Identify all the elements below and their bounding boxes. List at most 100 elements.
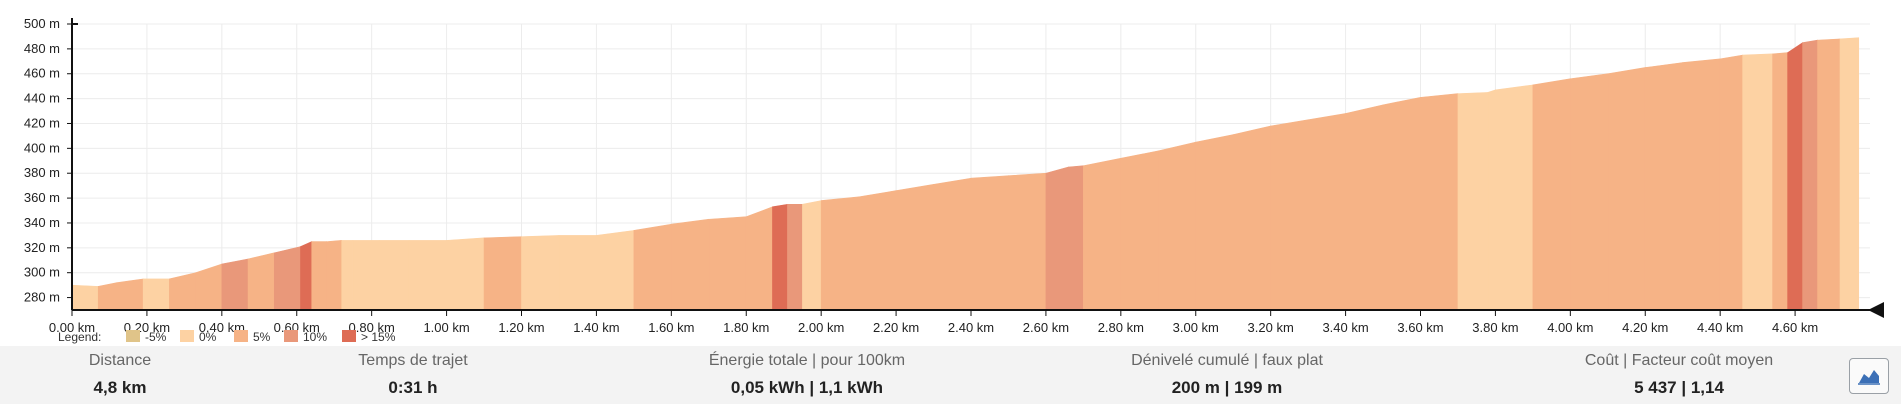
elevation-segment (1270, 119, 1309, 311)
elevation-segment (708, 216, 747, 311)
elevation-segment (1420, 93, 1459, 311)
elevation-segment (802, 200, 822, 311)
stat-value: 200 m | 199 m (1171, 378, 1283, 397)
x-tick-label: 2.80 km (1098, 320, 1144, 335)
chart-legend: Legend: -5% 0% 5% 10% > 15% (58, 330, 396, 344)
y-tick-label: 380 m (24, 165, 60, 180)
x-tick-label: 3.00 km (1173, 320, 1219, 335)
legend-swatch (342, 330, 356, 342)
elevation-segment (1839, 37, 1860, 311)
x-tick-label: 4.20 km (1622, 320, 1668, 335)
elevation-chart: 0.00 km 0.20 km 0.40 km 0.60 km 0.80 km 1.00 … (24, 16, 1884, 344)
elevation-segment (596, 230, 635, 311)
elevation-segment (116, 278, 144, 311)
elevation-segment (300, 241, 313, 311)
elevation-segment (633, 223, 672, 311)
elevation-segment (195, 263, 223, 311)
elevation-segment (1008, 172, 1047, 311)
elevation-segment (311, 241, 328, 311)
legend-swatch (180, 330, 194, 342)
elevation-segment (772, 203, 788, 311)
legend-label: 0% (199, 330, 217, 344)
elevation-segment (858, 190, 897, 311)
elevation-segment (787, 204, 803, 311)
x-tick-label: 2.40 km (948, 320, 994, 335)
elevation-segment (970, 175, 1009, 311)
legend-swatch (284, 330, 298, 342)
elevation-segment (1495, 84, 1534, 311)
stat-value: 0:31 h (388, 378, 438, 397)
stat-value: 5 437 | 1,14 (1634, 378, 1724, 397)
x-tick-label: 0.40 km (199, 320, 245, 335)
x-tick-label: 2.20 km (873, 320, 919, 335)
elevation-segment (1772, 52, 1788, 311)
legend-label: 10% (303, 330, 327, 344)
x-tick-label: 1.40 km (573, 320, 619, 335)
x-tick-label: 4.00 km (1547, 320, 1593, 335)
elevation-segment (1787, 42, 1803, 311)
stat-value: 0,05 kWh | 1,1 kWh (730, 378, 884, 397)
stat-label: Temps de trajet (358, 352, 468, 369)
x-tick-label: 0.80 km (349, 320, 395, 335)
elevation-segment (820, 196, 859, 311)
y-tick-label: 500 m (24, 16, 60, 31)
legend-title: Legend: (58, 330, 101, 344)
elevation-segment (895, 184, 934, 311)
elevation-segment (483, 236, 522, 311)
elevation-segment (1068, 165, 1084, 311)
y-tick-label: 440 m (24, 91, 60, 106)
y-tick-label: 320 m (24, 240, 60, 255)
stat-label: Dénivelé cumulé | faux plat (1131, 352, 1323, 369)
elevation-segment (326, 240, 343, 311)
elevation-segment (1719, 54, 1743, 311)
route-stats-bar: Distance 4,8 km Temps de trajet 0:31 h É… (0, 346, 1901, 404)
elevation-segment (1742, 53, 1773, 311)
elevation-segment (1083, 157, 1122, 311)
y-tick-label: 340 m (24, 215, 60, 230)
elevation-segment (169, 272, 196, 311)
y-tick-label: 460 m (24, 66, 60, 81)
legend-label: 5% (253, 330, 271, 344)
x-tick-label: 1.00 km (423, 320, 469, 335)
elevation-segment (247, 252, 275, 311)
elevation-segment (671, 218, 710, 311)
x-tick-label: 1.80 km (723, 320, 769, 335)
elevation-segment (221, 258, 249, 311)
elevation-segment (1382, 96, 1421, 311)
elevation-segment (1682, 58, 1721, 311)
elevation-segment (97, 282, 118, 311)
stat-value: 4,8 km (93, 378, 147, 397)
elevation-segment (1607, 67, 1646, 311)
legend-label: > 15% (361, 330, 396, 344)
y-tick-label: 420 m (24, 115, 60, 130)
legend-swatch (234, 330, 248, 342)
x-tick-label: 3.60 km (1397, 320, 1443, 335)
x-tick-label: 3.40 km (1322, 320, 1368, 335)
stat-label: Énergie totale | pour 100km (708, 352, 906, 369)
elevation-segment (1487, 89, 1496, 311)
elevation-segment (1644, 62, 1684, 311)
legend-swatch (126, 330, 140, 342)
elevation-segment (1232, 125, 1271, 311)
legend-label: -5% (145, 330, 167, 344)
elevation-segment (378, 240, 410, 311)
x-tick-label: 3.80 km (1472, 320, 1518, 335)
x-tick-label: 2.60 km (1023, 320, 1069, 335)
x-tick-label: 4.40 km (1697, 320, 1743, 335)
x-tick-label: 1.60 km (648, 320, 694, 335)
elevation-segment (1157, 141, 1197, 311)
x-axis-arrow (1868, 302, 1884, 318)
elevation-segment (1345, 104, 1384, 311)
y-tick-label: 280 m (24, 290, 60, 305)
elevation-segment (745, 206, 773, 311)
elevation-segment (521, 235, 560, 311)
chart-toggle-button[interactable] (1849, 358, 1889, 394)
elevation-segment (408, 240, 447, 311)
x-tick-label: 2.00 km (798, 320, 844, 335)
y-tick-label: 400 m (24, 140, 60, 155)
y-tick-label: 360 m (24, 190, 60, 205)
elevation-segment (71, 284, 99, 311)
y-tick-label: 300 m (24, 265, 60, 280)
elevation-area (71, 37, 1860, 311)
elevation-segment (273, 246, 301, 311)
